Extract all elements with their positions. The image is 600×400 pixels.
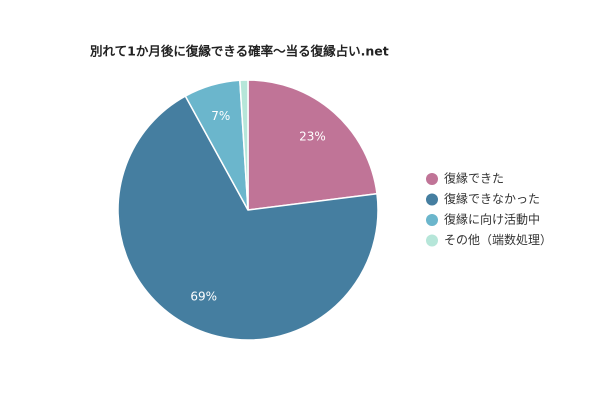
legend-marker	[426, 214, 438, 226]
legend-marker	[426, 234, 438, 247]
legend-marker	[426, 173, 438, 185]
legend-label: その他（端数処理）	[444, 232, 552, 247]
chart-title: 別れて1か月後に復縁できる確率～当る復縁占い.net	[89, 44, 389, 59]
data-label: 7%	[211, 109, 230, 123]
pie-slice	[117, 95, 379, 341]
legend-label: 復縁できなかった	[444, 191, 540, 206]
legend-label: 復縁できた	[444, 171, 504, 186]
pie-slice	[247, 79, 378, 211]
legend-label: 復縁に向け活動中	[444, 212, 540, 227]
legend-marker	[426, 193, 438, 206]
data-label: 23%	[299, 129, 326, 143]
data-label: 69%	[190, 289, 217, 303]
pie-slice	[239, 79, 249, 211]
